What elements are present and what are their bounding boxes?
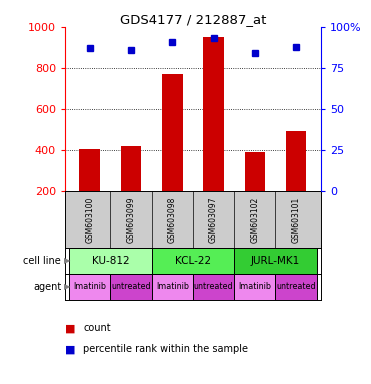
Text: ▶: ▶ xyxy=(64,257,70,265)
Bar xyxy=(69,248,152,274)
Text: GSM603098: GSM603098 xyxy=(168,197,177,243)
Bar xyxy=(276,274,317,300)
Text: Imatinib: Imatinib xyxy=(73,282,106,291)
Text: untreated: untreated xyxy=(194,282,233,291)
Text: JURL-MK1: JURL-MK1 xyxy=(251,256,300,266)
Bar xyxy=(110,274,152,300)
Bar xyxy=(193,274,234,300)
Bar xyxy=(234,274,276,300)
Text: KCL-22: KCL-22 xyxy=(175,256,211,266)
Text: KU-812: KU-812 xyxy=(92,256,129,266)
Text: GSM603101: GSM603101 xyxy=(292,197,301,243)
Bar xyxy=(121,146,141,192)
Text: untreated: untreated xyxy=(111,282,151,291)
Text: untreated: untreated xyxy=(276,282,316,291)
Bar xyxy=(234,248,317,274)
Bar xyxy=(69,274,110,300)
Text: GSM603099: GSM603099 xyxy=(127,197,135,243)
Bar xyxy=(162,74,183,192)
Text: ▶: ▶ xyxy=(64,282,70,291)
Text: Imatinib: Imatinib xyxy=(238,282,271,291)
Text: GSM603097: GSM603097 xyxy=(209,197,218,243)
Bar xyxy=(203,37,224,192)
Text: cell line: cell line xyxy=(23,256,61,266)
Bar xyxy=(286,131,306,192)
Bar xyxy=(244,152,265,192)
Text: ■: ■ xyxy=(65,323,75,333)
Text: agent: agent xyxy=(33,281,61,292)
Text: ■: ■ xyxy=(65,344,75,354)
Title: GDS4177 / 212887_at: GDS4177 / 212887_at xyxy=(120,13,266,26)
Text: GSM603102: GSM603102 xyxy=(250,197,259,243)
Text: percentile rank within the sample: percentile rank within the sample xyxy=(83,344,249,354)
Bar xyxy=(152,248,234,274)
Text: Imatinib: Imatinib xyxy=(156,282,189,291)
Text: GSM603100: GSM603100 xyxy=(85,197,94,243)
Text: count: count xyxy=(83,323,111,333)
Bar xyxy=(152,274,193,300)
Bar xyxy=(79,149,100,192)
